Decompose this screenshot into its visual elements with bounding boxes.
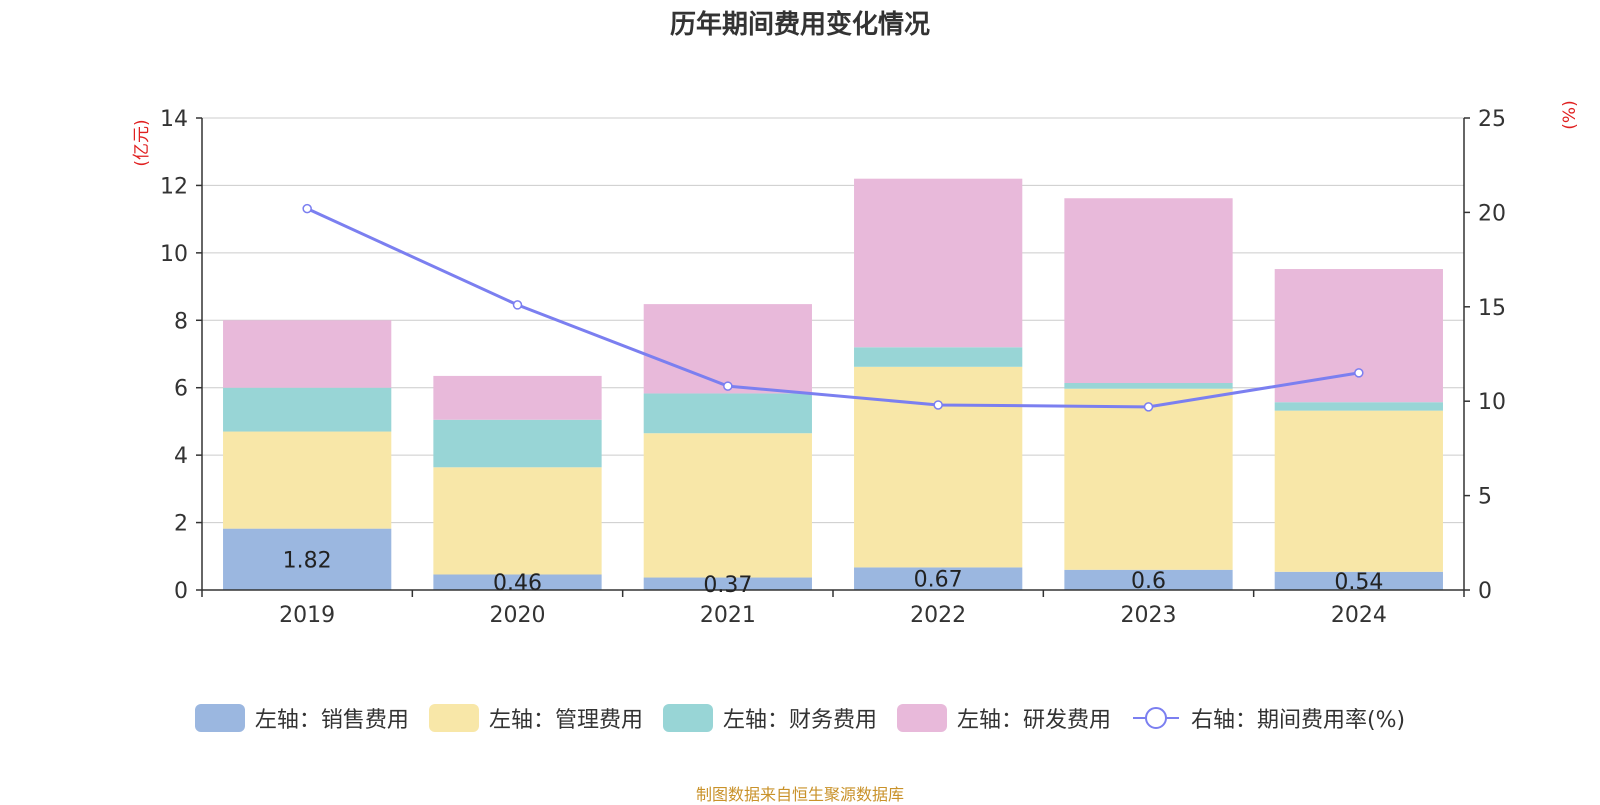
bar-segment-3 bbox=[223, 320, 392, 388]
bar-data-label: 0.46 bbox=[493, 571, 542, 596]
bar-segment-1 bbox=[223, 431, 392, 529]
right-tick-label: 0 bbox=[1478, 579, 1492, 604]
bar-segment-0 bbox=[854, 567, 1023, 590]
legend: 左轴：销售费用 左轴：管理费用 左轴：财务费用 左轴：研发费用 右轴：期间费用率… bbox=[0, 702, 1600, 734]
right-tick-label: 5 bbox=[1478, 485, 1492, 510]
legend-label-rnd: 左轴：研发费用 bbox=[956, 708, 1111, 733]
rate-point bbox=[933, 400, 943, 410]
bar-segment-3 bbox=[1064, 198, 1233, 383]
left-tick-label: 8 bbox=[174, 309, 188, 334]
legend-label-finance: 左轴：财务费用 bbox=[722, 708, 877, 733]
chart-title: 历年期间费用变化情况 bbox=[669, 10, 930, 40]
legend-swatch-sales bbox=[194, 704, 245, 732]
x-tick-label: 2021 bbox=[700, 603, 756, 628]
bar-segment-3 bbox=[433, 375, 602, 420]
source-note: 制图数据来自恒生聚源数据库 bbox=[695, 785, 904, 804]
left-tick-label: 10 bbox=[160, 242, 188, 267]
left-tick-label: 12 bbox=[160, 174, 188, 199]
left-tick-label: 0 bbox=[174, 579, 188, 604]
right-tick-label: 25 bbox=[1478, 107, 1506, 132]
bar-segment-0 bbox=[223, 528, 392, 590]
left-tick-label: 4 bbox=[174, 444, 188, 469]
bar-segment-3 bbox=[1274, 269, 1443, 403]
legend-label-admin: 左轴：管理费用 bbox=[488, 708, 643, 733]
right-tick-label: 10 bbox=[1478, 390, 1506, 415]
bar-data-label: 0.54 bbox=[1334, 570, 1383, 595]
left-tick-label: 6 bbox=[174, 377, 188, 402]
bar-segment-1 bbox=[1274, 410, 1443, 572]
rate-point bbox=[1143, 402, 1154, 412]
left-tick-label: 2 bbox=[174, 512, 188, 537]
bar-data-label: 0.37 bbox=[703, 573, 752, 598]
legend-item-finance[interactable]: 左轴：财务费用 bbox=[662, 702, 877, 734]
legend-label-rate: 右轴：期间费用率(%) bbox=[1190, 708, 1406, 733]
rate-point bbox=[512, 300, 523, 310]
legend-swatch-rnd bbox=[896, 704, 947, 732]
bar-segment-2 bbox=[643, 393, 812, 434]
bar-segment-1 bbox=[854, 366, 1023, 568]
bar-segment-2 bbox=[223, 387, 392, 432]
right-tick-label: 20 bbox=[1478, 201, 1506, 226]
rate-line bbox=[306, 207, 1360, 409]
bar-segment-2 bbox=[854, 347, 1023, 367]
bar-segment-1 bbox=[1064, 388, 1233, 570]
left-tick-label: 14 bbox=[160, 107, 188, 132]
bar-segment-2 bbox=[433, 419, 602, 468]
x-tick-label: 2019 bbox=[279, 603, 335, 628]
right-tick-label: 15 bbox=[1478, 296, 1506, 321]
bar-data-label: 0.67 bbox=[914, 568, 963, 593]
bar-segment-1 bbox=[433, 467, 602, 575]
bar-segment-0 bbox=[433, 574, 602, 590]
x-tick-label: 2020 bbox=[490, 603, 546, 628]
bar-data-label: 1.82 bbox=[283, 548, 332, 573]
x-tick-label: 2024 bbox=[1331, 603, 1387, 628]
rate-point bbox=[723, 381, 733, 391]
legend-item-sales[interactable]: 左轴：销售费用 bbox=[194, 702, 409, 734]
bar-segment-0 bbox=[1274, 571, 1443, 590]
right-axis-unit-label: (%) bbox=[1560, 100, 1580, 129]
bar-segment-3 bbox=[643, 304, 812, 394]
rate-point bbox=[1354, 368, 1364, 378]
legend-item-rnd[interactable]: 左轴：研发费用 bbox=[896, 702, 1111, 734]
legend-label-sales: 左轴：销售费用 bbox=[254, 708, 409, 733]
x-tick-label: 2022 bbox=[910, 603, 966, 628]
bar-segment-2 bbox=[1274, 402, 1443, 411]
legend-line-rate-icon bbox=[1132, 707, 1179, 729]
legend-item-rate[interactable]: 右轴：期间费用率(%) bbox=[1131, 702, 1405, 734]
x-tick-label: 2023 bbox=[1121, 603, 1177, 628]
left-axis-unit-label: (亿元) bbox=[132, 119, 152, 166]
bar-segment-0 bbox=[643, 577, 812, 590]
legend-swatch-admin bbox=[428, 704, 479, 732]
bar-segment-2 bbox=[1064, 382, 1233, 389]
bar-segment-3 bbox=[854, 178, 1023, 348]
bar-segment-1 bbox=[643, 433, 812, 578]
legend-swatch-finance bbox=[662, 704, 713, 732]
bar-data-label: 0.6 bbox=[1131, 569, 1166, 594]
legend-item-admin[interactable]: 左轴：管理费用 bbox=[428, 702, 643, 734]
bar-segment-0 bbox=[1064, 569, 1233, 590]
rate-point bbox=[302, 203, 312, 214]
